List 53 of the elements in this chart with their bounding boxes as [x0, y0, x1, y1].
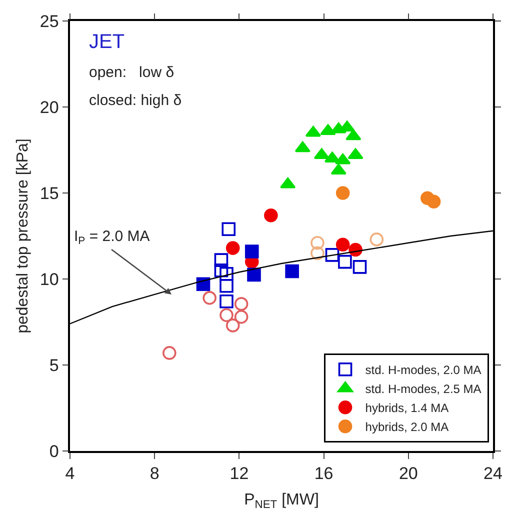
x-tick-label: 4: [65, 464, 75, 484]
point: [426, 194, 441, 208]
point: [226, 241, 240, 255]
point: [330, 164, 346, 175]
point: [214, 253, 228, 267]
point: [348, 148, 364, 160]
text: JET: [89, 31, 125, 53]
annotation: I$_{P}$ = 2.0 MA: [74, 228, 150, 248]
legend-label: hybrids, 1.4 MA: [365, 401, 449, 416]
point: [294, 141, 310, 152]
x-tick-label: 20: [398, 464, 418, 484]
point: [336, 186, 350, 200]
point: [310, 236, 324, 250]
x-axis-title: P$_{NET}$ [MW]: [244, 492, 319, 511]
annotation: open: low δ: [89, 64, 174, 81]
point: [336, 238, 350, 252]
annotation: closed: high δ: [89, 92, 182, 109]
point: [220, 308, 234, 322]
point: [352, 260, 367, 274]
point: [234, 297, 248, 311]
y-tick-label: 0: [49, 442, 59, 461]
y-tick-label: 5: [49, 356, 59, 375]
point: [202, 291, 216, 305]
point: [338, 254, 352, 269]
point: [234, 310, 248, 324]
point: [244, 244, 259, 258]
point: [220, 266, 234, 281]
point: [310, 246, 324, 260]
point: [285, 264, 299, 278]
x-tick-label: 16: [314, 464, 334, 484]
y-tick-label: 10: [40, 270, 59, 289]
point: [247, 268, 261, 282]
y-tick-label: 15: [40, 184, 59, 203]
y-axis-title: pedestal top pressure [kPa]: [14, 138, 32, 334]
point: [162, 346, 176, 360]
x-tick-label: 24: [484, 464, 502, 484]
legend-label: std. H-modes, 2.0 MA: [365, 363, 482, 378]
y-tick-label: 20: [40, 98, 59, 117]
point: [325, 248, 340, 262]
point: [335, 153, 351, 164]
x-tick-label: 8: [150, 464, 160, 484]
legend-label: hybrids, 2.0 MA: [365, 420, 449, 434]
x-tick-label: 12: [230, 464, 249, 484]
point: [346, 129, 362, 140]
point: [264, 208, 278, 222]
point: [214, 264, 228, 278]
point: [222, 222, 236, 236]
point: [370, 232, 384, 246]
y-tick-label: 25: [40, 12, 59, 31]
point: [220, 294, 234, 308]
point: [220, 278, 234, 293]
legend-label: std. H-modes, 2.5 MA: [365, 382, 482, 396]
point: [226, 318, 240, 332]
